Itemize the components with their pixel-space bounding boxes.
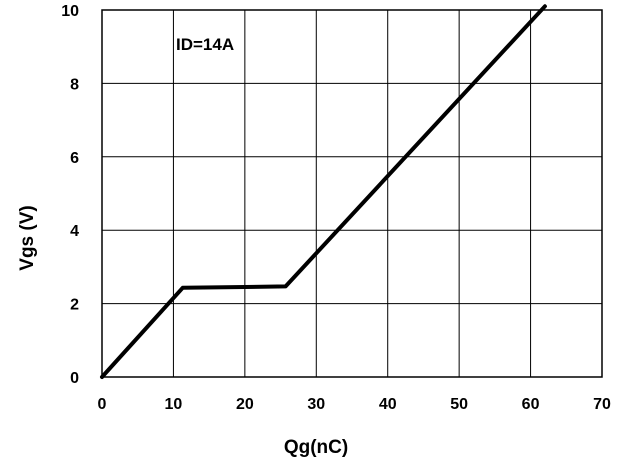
y-tick-label: 4 xyxy=(70,223,79,240)
series-layer xyxy=(100,4,547,379)
y-tick-labels: 0 2 4 6 8 10 xyxy=(61,3,79,387)
plot-frame xyxy=(101,9,603,378)
y-tick-label: 6 xyxy=(70,150,79,167)
x-tick-label: 10 xyxy=(165,396,183,413)
y-tick-label: 8 xyxy=(70,76,79,93)
x-tick-label: 30 xyxy=(307,396,325,413)
x-tick-label: 50 xyxy=(450,396,468,413)
y-tick-label: 2 xyxy=(70,297,79,314)
y-tick-label: 0 xyxy=(70,370,79,387)
x-tick-label: 0 xyxy=(98,396,107,413)
x-tick-label: 40 xyxy=(379,396,397,413)
grid xyxy=(101,9,603,378)
y-axis-title: Vgs (V) xyxy=(17,205,38,270)
x-axis-title: Qg(nC) xyxy=(284,437,348,458)
annotation-label: ID=14A xyxy=(176,35,234,54)
x-tick-label: 20 xyxy=(236,396,254,413)
series-line xyxy=(100,4,547,379)
x-tick-labels: 0 10 20 30 40 50 60 70 xyxy=(98,396,611,413)
y-tick-label: 10 xyxy=(61,3,79,20)
x-tick-label: 60 xyxy=(522,396,540,413)
x-tick-label: 70 xyxy=(593,396,611,413)
